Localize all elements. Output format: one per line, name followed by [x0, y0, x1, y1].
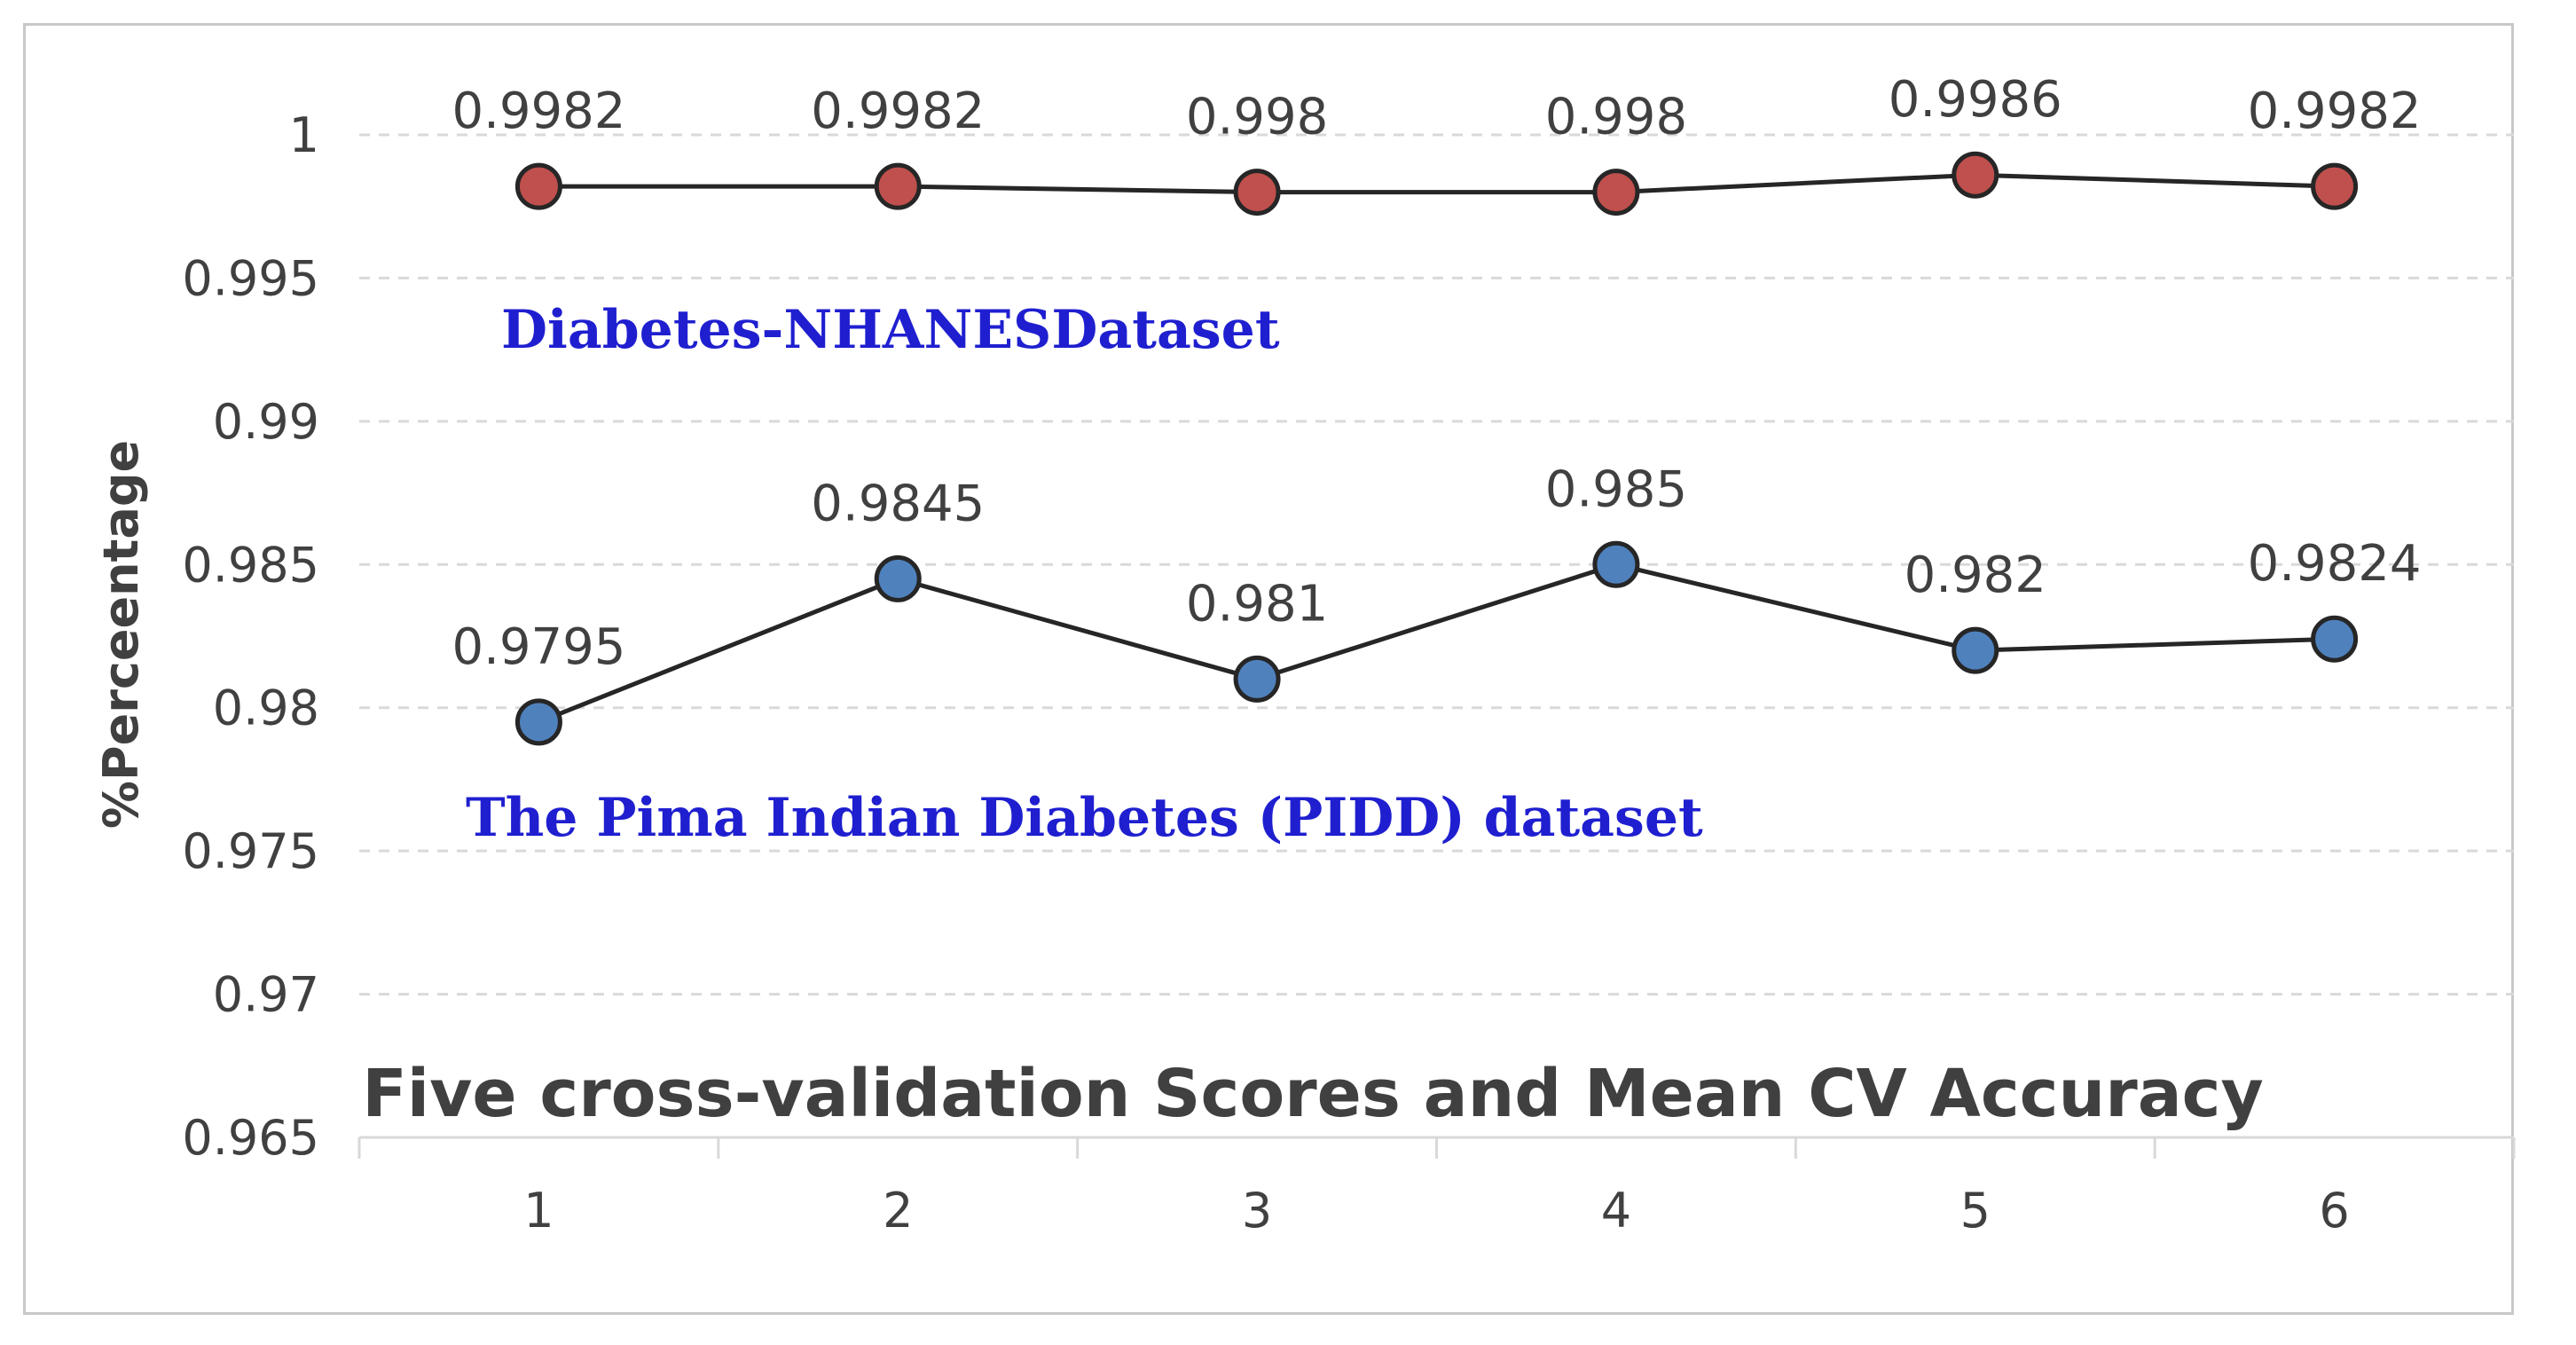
y-axis-label: %Perceentage [93, 440, 149, 829]
data-label: 0.9845 [811, 475, 985, 532]
y-tick-label: 0.99 [213, 394, 319, 450]
x-tick-label: 3 [1242, 1183, 1272, 1239]
data-point [874, 555, 922, 602]
y-tick-label: 1 [289, 107, 319, 163]
data-point [1952, 151, 1999, 199]
data-point [1233, 655, 1281, 703]
data-point [1592, 540, 1640, 588]
data-label: 0.9824 [2248, 535, 2422, 593]
series-group: 0.9982 0.9982 0.998 0.998 0.9986 0.9982 0.9795… [452, 71, 2422, 746]
data-label: 0.985 [1545, 460, 1687, 518]
data-label: 0.9982 [2248, 83, 2422, 140]
data-point [514, 698, 562, 746]
data-point [2311, 615, 2359, 663]
axes [357, 1136, 2516, 1159]
series-line [538, 562, 2335, 725]
x-axis-ticks: 1 2 3 4 5 6 [523, 1183, 2350, 1239]
data-point [1592, 169, 1640, 216]
gridlines [359, 133, 2514, 996]
data-label: 0.998 [1186, 89, 1328, 146]
data-label: 0.998 [1545, 89, 1687, 146]
y-tick-label: 0.98 [213, 680, 319, 736]
x-tick-label: 5 [1960, 1183, 1991, 1239]
x-tick-label: 1 [523, 1183, 554, 1239]
data-point [2311, 162, 2359, 210]
y-tick-label: 0.965 [182, 1110, 319, 1166]
data-label: 0.9986 [1889, 71, 2062, 129]
chart-title: Five cross-validation Scores and Mean CV… [362, 1056, 2264, 1132]
data-point [1952, 626, 1999, 674]
y-tick-label: 0.975 [182, 823, 319, 879]
x-tick-label: 6 [2319, 1183, 2349, 1239]
x-tick-label: 2 [883, 1183, 913, 1239]
data-point [1233, 169, 1281, 216]
data-point [874, 162, 922, 210]
series-annotation-pidd: The Pima Indian Diabetes (PIDD) dataset [466, 787, 1703, 849]
series-annotation-nhanes: Diabetes-NHANESDataset [501, 299, 1280, 361]
y-tick-label: 0.995 [182, 250, 319, 306]
y-axis-ticks: 0.965 0.97 0.975 0.98 0.985 0.99 0.995 1 [182, 107, 319, 1166]
data-point [514, 162, 562, 210]
data-label: 0.9795 [452, 618, 625, 676]
y-tick-label: 0.985 [182, 537, 319, 593]
series-1: 0.9982 0.9982 0.998 0.998 0.9986 0.9982 [452, 71, 2422, 216]
series-line [538, 172, 2335, 195]
data-label: 0.9982 [811, 83, 985, 140]
x-tick-label: 4 [1601, 1183, 1631, 1239]
data-label: 0.982 [1905, 547, 2046, 604]
series-2: 0.9795 0.9845 0.981 0.985 0.982 0.9824 [452, 460, 2422, 746]
data-label: 0.9982 [452, 83, 625, 140]
y-tick-label: 0.97 [213, 967, 319, 1023]
data-label: 0.981 [1186, 575, 1328, 633]
